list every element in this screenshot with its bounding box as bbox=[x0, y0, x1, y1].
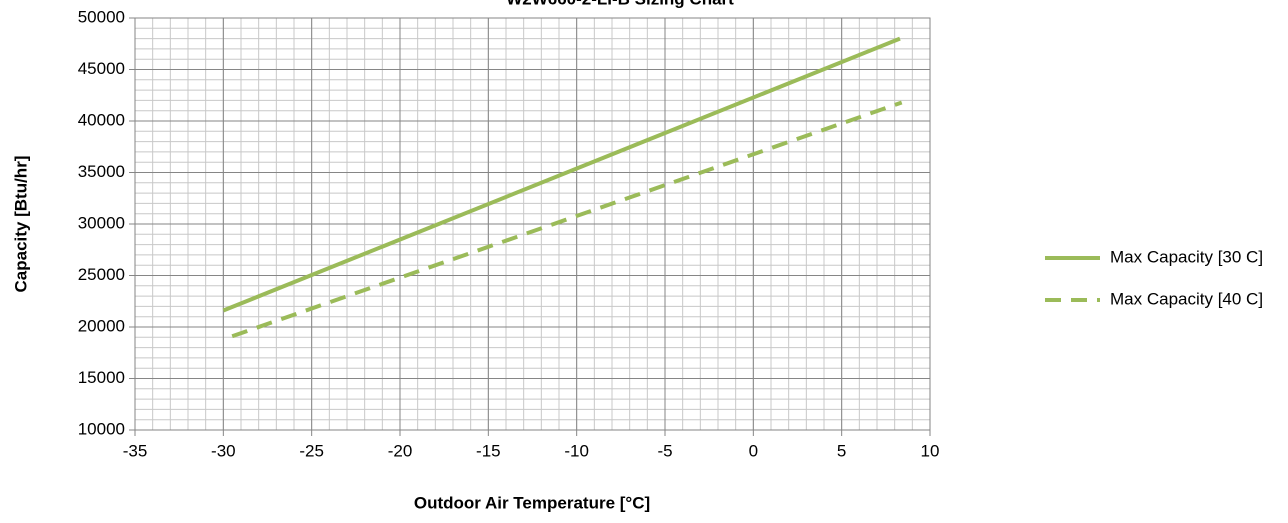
y-tick-label: 45000 bbox=[78, 59, 125, 78]
legend-label: Max Capacity [30 C] bbox=[1110, 247, 1263, 266]
y-tick-label: 30000 bbox=[78, 213, 125, 232]
x-tick-label: -15 bbox=[476, 441, 501, 460]
y-tick-label: 15000 bbox=[78, 368, 125, 387]
y-tick-label: 20000 bbox=[78, 316, 125, 335]
y-tick-label: 50000 bbox=[78, 7, 125, 26]
x-tick-label: 0 bbox=[749, 441, 758, 460]
plot-border bbox=[134, 17, 931, 431]
x-axis-label: Outdoor Air Temperature [°C] bbox=[414, 493, 650, 512]
x-tick-label: 5 bbox=[837, 441, 846, 460]
y-tick-label: 40000 bbox=[78, 110, 125, 129]
series-line bbox=[222, 36, 901, 313]
y-tick-label: 35000 bbox=[78, 162, 125, 181]
y-axis-label: Capacity [Btu/hr] bbox=[11, 156, 30, 293]
y-tick-label: 25000 bbox=[78, 265, 125, 284]
x-tick-label: -30 bbox=[211, 441, 236, 460]
x-tick-label: -5 bbox=[657, 441, 672, 460]
legend-label: Max Capacity [40 C] bbox=[1110, 289, 1263, 308]
x-tick-label: -25 bbox=[299, 441, 324, 460]
series-line bbox=[231, 100, 903, 339]
y-tick-label: 10000 bbox=[78, 419, 125, 438]
x-tick-label: -20 bbox=[388, 441, 413, 460]
x-tick-label: -35 bbox=[123, 441, 148, 460]
x-tick-label: -10 bbox=[564, 441, 589, 460]
chart-title: W2W660-2-LI-B Sizing Chart bbox=[506, 0, 734, 8]
x-tick-label: 10 bbox=[921, 441, 940, 460]
